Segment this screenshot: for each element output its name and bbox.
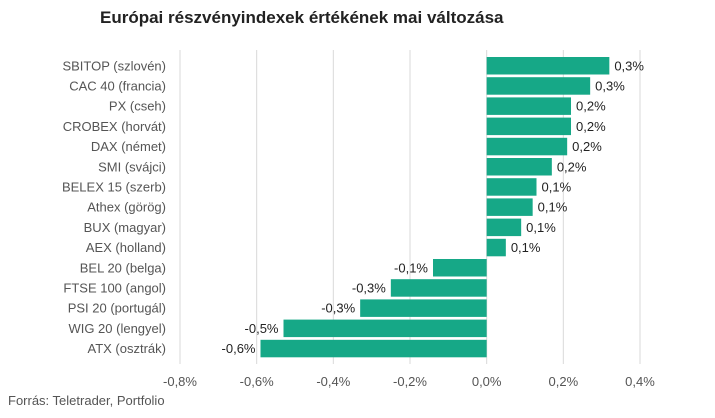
x-tick-label: -0,2% xyxy=(393,374,427,389)
chart-title: Európai részvényindexek értékének mai vá… xyxy=(100,8,504,27)
value-labels: 0,3% 0,3% 0,2% 0,2% 0,2% 0,2% 0,1% 0,1% 0,1% 0,1%… xyxy=(222,58,645,356)
value-label: 0,2% xyxy=(576,119,606,134)
category-label: BUX (magyar) xyxy=(84,220,166,235)
value-label: -0,1% xyxy=(394,260,428,275)
category-label: BEL 20 (belga) xyxy=(80,260,166,275)
category-label: CAC 40 (francia) xyxy=(69,78,166,93)
value-label: 0,1% xyxy=(526,220,556,235)
value-label: 0,1% xyxy=(542,179,572,194)
bar xyxy=(486,158,552,176)
category-label: SBITOP (szlovén) xyxy=(62,58,166,73)
bar xyxy=(260,339,487,358)
x-tick-label: 0,2% xyxy=(549,374,579,389)
x-tick-label: 0,0% xyxy=(472,374,502,389)
value-label: 0,2% xyxy=(576,99,606,114)
category-label: PSI 20 (portugál) xyxy=(68,301,166,316)
bar xyxy=(486,178,537,196)
category-label: SMI (svájci) xyxy=(98,159,166,174)
x-tick-label: -0,6% xyxy=(240,374,274,389)
category-label: AEX (holland) xyxy=(86,240,166,255)
bar xyxy=(486,97,571,115)
value-label: 0,1% xyxy=(538,200,568,215)
value-label: -0,5% xyxy=(245,321,279,336)
x-tick-label: -0,4% xyxy=(316,374,350,389)
value-label: 0,1% xyxy=(511,240,541,255)
category-label: FTSE 100 (angol) xyxy=(63,280,166,295)
value-label: 0,2% xyxy=(557,159,587,174)
value-label: 0,3% xyxy=(614,58,644,73)
x-axis-ticks: -0,8% -0,6% -0,4% -0,2% 0,0% 0,2% 0,4% xyxy=(163,374,655,389)
category-label: PX (cseh) xyxy=(109,99,166,114)
bar xyxy=(360,299,487,317)
category-label: BELEX 15 (szerb) xyxy=(62,179,166,194)
x-tick-label: -0,8% xyxy=(163,374,197,389)
bar xyxy=(433,259,487,277)
category-label: DAX (német) xyxy=(91,139,166,154)
category-labels: SBITOP (szlovén) CAC 40 (francia) PX (cseh… xyxy=(62,58,166,356)
bar xyxy=(283,319,487,338)
bars xyxy=(260,57,610,358)
value-label: 0,3% xyxy=(595,78,625,93)
value-label: -0,3% xyxy=(321,301,355,316)
x-tick-label: 0,4% xyxy=(625,374,655,389)
category-label: ATX (osztrák) xyxy=(88,341,167,356)
category-label: CROBEX (horvát) xyxy=(63,119,166,134)
bar xyxy=(486,137,568,156)
category-label: Athex (görög) xyxy=(87,200,166,215)
bar xyxy=(486,57,610,75)
value-label: -0,6% xyxy=(222,341,256,356)
bar xyxy=(486,218,522,237)
value-label: -0,3% xyxy=(352,280,386,295)
bar xyxy=(486,238,506,257)
bar xyxy=(486,198,533,216)
source-note: Forrás: Teletrader, Portfolio xyxy=(8,393,165,408)
bar xyxy=(486,117,571,136)
category-label: WIG 20 (lengyel) xyxy=(68,321,166,336)
bar xyxy=(390,279,487,297)
value-label: 0,2% xyxy=(572,139,602,154)
bar xyxy=(486,77,591,95)
